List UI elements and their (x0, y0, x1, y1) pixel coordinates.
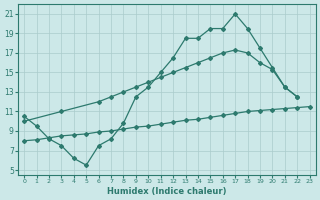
X-axis label: Humidex (Indice chaleur): Humidex (Indice chaleur) (107, 187, 227, 196)
